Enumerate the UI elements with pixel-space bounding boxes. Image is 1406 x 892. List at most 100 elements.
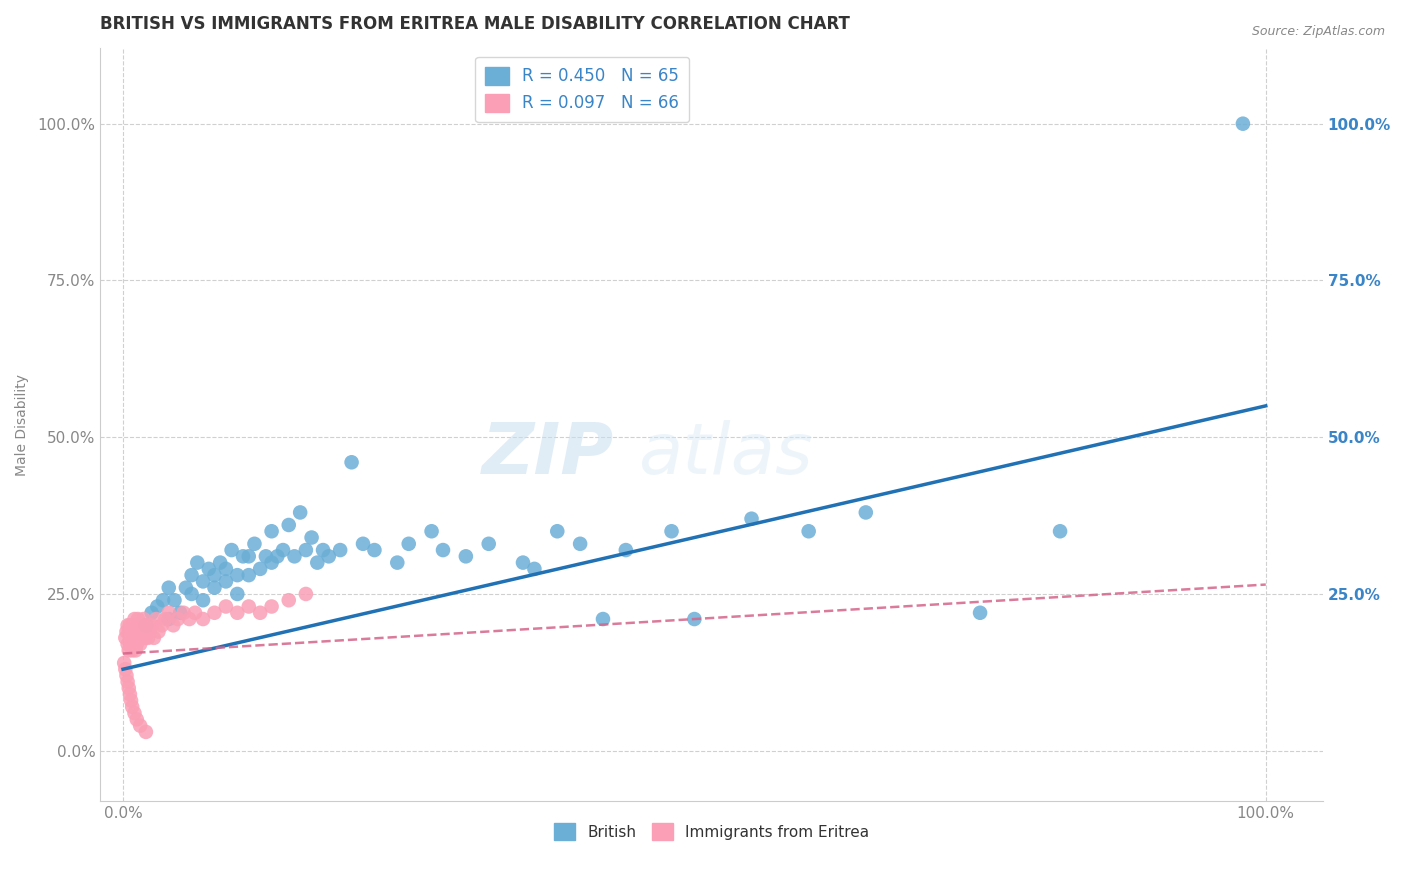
Point <box>138 624 160 639</box>
Point <box>683 612 706 626</box>
Point <box>112 656 135 670</box>
Point <box>141 606 163 620</box>
Point <box>249 562 271 576</box>
Point <box>197 562 219 576</box>
Point <box>191 574 214 589</box>
Point <box>432 543 454 558</box>
Point <box>184 606 207 620</box>
Point <box>115 624 138 639</box>
Point <box>125 637 148 651</box>
Point <box>117 618 139 632</box>
Text: BRITISH VS IMMIGRANTS FROM ERITREA MALE DISABILITY CORRELATION CHART: BRITISH VS IMMIGRANTS FROM ERITREA MALE … <box>100 15 851 33</box>
Point <box>118 618 141 632</box>
Point <box>157 606 180 620</box>
Point <box>155 612 177 626</box>
Point <box>142 631 165 645</box>
Point <box>295 587 318 601</box>
Point <box>283 549 305 564</box>
Point <box>614 543 637 558</box>
Point <box>118 631 141 645</box>
Point <box>546 524 568 539</box>
Point <box>454 549 477 564</box>
Point <box>232 549 254 564</box>
Point <box>121 643 143 657</box>
Point <box>340 455 363 469</box>
Text: ZIP: ZIP <box>481 420 614 489</box>
Point <box>277 518 299 533</box>
Point <box>124 624 146 639</box>
Point <box>238 599 260 614</box>
Point <box>254 549 277 564</box>
Point <box>174 581 197 595</box>
Point <box>131 631 153 645</box>
Point <box>117 637 139 651</box>
Point <box>129 637 152 651</box>
Point <box>118 624 141 639</box>
Point <box>180 587 202 601</box>
Point <box>124 643 146 657</box>
Point <box>157 581 180 595</box>
Point <box>1232 117 1254 131</box>
Point <box>363 543 385 558</box>
Point <box>215 574 238 589</box>
Point <box>741 512 763 526</box>
Point <box>277 593 299 607</box>
Point <box>179 612 201 626</box>
Point <box>204 568 226 582</box>
Point <box>186 556 208 570</box>
Point <box>127 624 149 639</box>
Point <box>120 693 142 707</box>
Point <box>238 568 260 582</box>
Point <box>318 549 340 564</box>
Point <box>271 543 294 558</box>
Point <box>124 706 146 720</box>
Point <box>238 549 260 564</box>
Point <box>157 612 180 626</box>
Point <box>173 606 195 620</box>
Point <box>295 543 318 558</box>
Point <box>478 537 501 551</box>
Point <box>191 612 214 626</box>
Point <box>215 562 238 576</box>
Point <box>221 543 243 558</box>
Point <box>307 556 329 570</box>
Legend: British, Immigrants from Eritrea: British, Immigrants from Eritrea <box>547 817 876 846</box>
Point <box>129 718 152 732</box>
Point <box>118 687 141 701</box>
Point <box>163 593 186 607</box>
Point <box>148 624 170 639</box>
Point <box>124 631 146 645</box>
Point <box>131 624 153 639</box>
Point <box>512 556 534 570</box>
Point <box>117 674 139 689</box>
Point <box>136 618 159 632</box>
Point <box>569 537 592 551</box>
Point <box>169 606 191 620</box>
Point <box>152 593 174 607</box>
Point <box>260 599 283 614</box>
Point <box>329 543 352 558</box>
Point <box>115 668 138 682</box>
Y-axis label: Male Disability: Male Disability <box>15 374 30 475</box>
Point <box>122 618 145 632</box>
Point <box>249 606 271 620</box>
Point <box>162 618 184 632</box>
Point <box>398 537 420 551</box>
Point <box>146 599 169 614</box>
Text: Source: ZipAtlas.com: Source: ZipAtlas.com <box>1251 25 1385 38</box>
Point <box>141 618 163 632</box>
Point <box>129 618 152 632</box>
Point <box>127 612 149 626</box>
Point <box>125 618 148 632</box>
Text: atlas: atlas <box>638 420 813 489</box>
Point <box>191 593 214 607</box>
Point <box>145 612 167 626</box>
Point <box>855 505 877 519</box>
Point <box>204 606 226 620</box>
Point <box>122 637 145 651</box>
Point <box>150 618 173 632</box>
Point <box>134 631 156 645</box>
Point <box>226 568 249 582</box>
Point <box>969 606 991 620</box>
Point <box>352 537 374 551</box>
